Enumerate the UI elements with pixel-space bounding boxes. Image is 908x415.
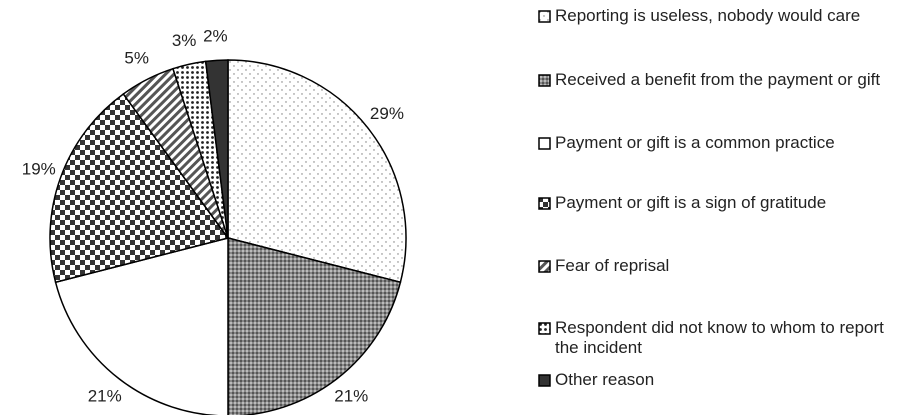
legend-label: Reporting is useless, nobody would care bbox=[555, 6, 861, 25]
legend-swatch bbox=[538, 137, 551, 150]
legend-swatch-box bbox=[538, 10, 551, 23]
legend-swatch bbox=[538, 74, 551, 87]
legend-entry: Other reason bbox=[538, 370, 903, 390]
legend-swatch-box bbox=[538, 260, 551, 273]
legend-swatch bbox=[538, 260, 551, 273]
legend-label: Payment or gift is a common practice bbox=[555, 133, 835, 152]
pie-slice bbox=[49, 92, 230, 284]
data-label: 2% bbox=[203, 27, 228, 46]
legend-swatch bbox=[538, 10, 551, 23]
legend-entry: Reporting is useless, nobody would care bbox=[538, 6, 903, 26]
data-label: 5% bbox=[124, 48, 149, 67]
legend-swatch bbox=[538, 197, 551, 210]
pie-slice bbox=[54, 237, 229, 415]
legend-swatch-box bbox=[538, 197, 551, 210]
legend-entry: Payment or gift is a common practice bbox=[538, 133, 903, 153]
legend-label: Fear of reprisal bbox=[555, 256, 670, 275]
legend-entry: Fear of reprisal bbox=[538, 256, 903, 276]
data-label: 3% bbox=[172, 31, 197, 50]
pie-slice bbox=[227, 237, 402, 415]
legend-label: Respondent did not know to whom to repor… bbox=[555, 318, 884, 357]
legend-swatch-box bbox=[538, 322, 551, 335]
legend-swatch bbox=[538, 374, 551, 387]
legend-label: Other reason bbox=[555, 370, 655, 389]
data-label: 29% bbox=[370, 104, 404, 123]
legend-label: Received a benefit from the payment or g… bbox=[555, 70, 881, 89]
data-label: 21% bbox=[334, 386, 368, 405]
legend-swatch-box bbox=[538, 374, 551, 387]
pie-slice bbox=[227, 59, 407, 284]
data-label: 19% bbox=[22, 159, 56, 178]
data-label: 21% bbox=[88, 386, 122, 405]
legend-label: Payment or gift is a sign of gratitude bbox=[555, 193, 827, 212]
legend-entry: Payment or gift is a sign of gratitude bbox=[538, 193, 903, 213]
legend-entry: Received a benefit from the payment or g… bbox=[538, 70, 903, 90]
legend-entry: Respondent did not know to whom to repor… bbox=[538, 318, 903, 358]
legend-swatch-box bbox=[538, 137, 551, 150]
legend-swatch bbox=[538, 322, 551, 335]
pie-slice bbox=[204, 59, 229, 239]
legend-swatch-box bbox=[538, 74, 551, 87]
